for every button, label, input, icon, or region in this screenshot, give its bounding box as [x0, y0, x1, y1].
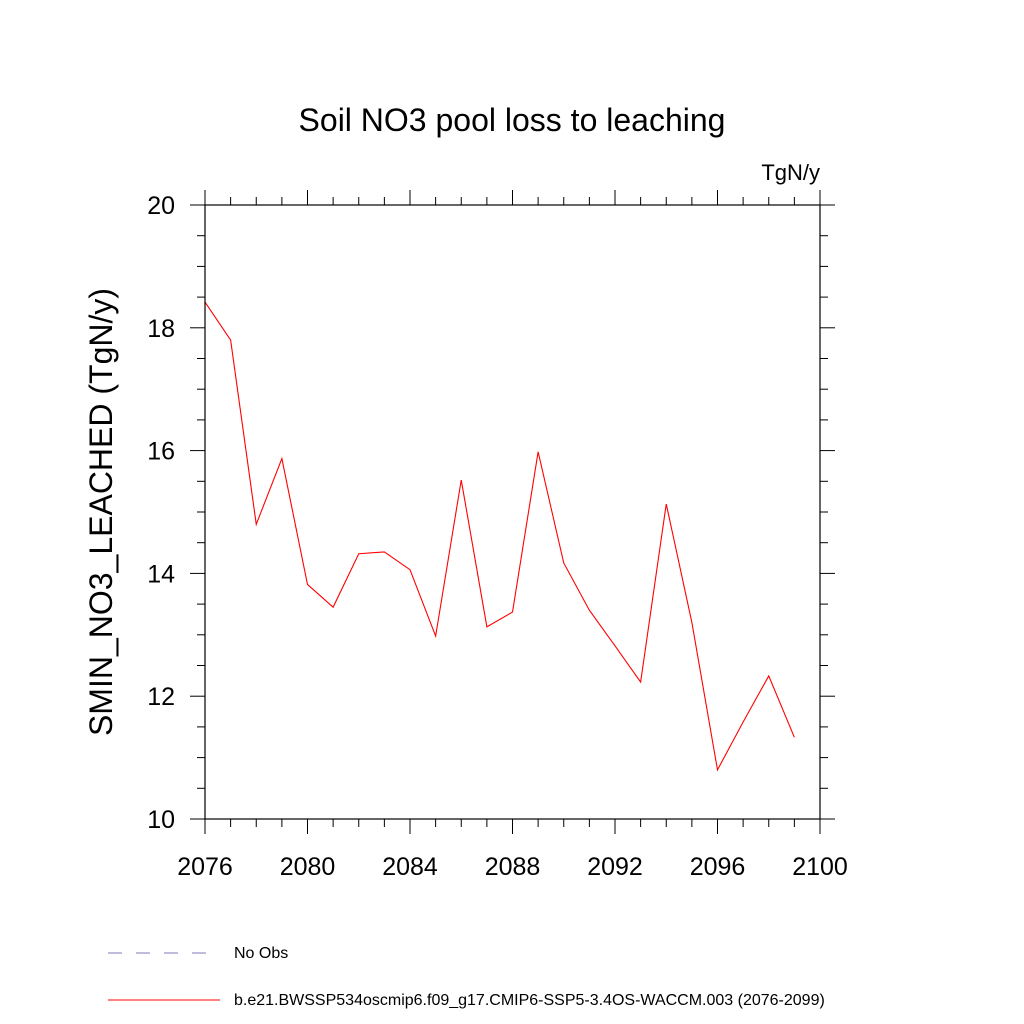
y-tick-label: 12: [147, 683, 175, 711]
x-tick-label: 2088: [485, 853, 541, 881]
y-axis-tick-labels: 10 12 14 16 18 20: [147, 192, 175, 834]
y-tick-label: 20: [147, 192, 175, 220]
data-series: [204, 301, 795, 772]
y-tick-label: 14: [147, 560, 175, 588]
plot-frame: [204, 204, 821, 820]
x-tick-label: 2096: [690, 853, 746, 881]
x-tick-label: 2100: [792, 853, 848, 881]
legend-label-model-run: b.e21.BWSSP534oscmip6.f09_g17.CMIP6-SSP5…: [234, 992, 825, 1009]
series-line-0: [204, 301, 795, 772]
x-tick-label: 2092: [587, 853, 643, 881]
x-tick-label: 2076: [177, 853, 233, 881]
legend: No Obs b.e21.BWSSP534oscmip6.f09_g17.CMI…: [108, 945, 825, 1009]
y-tick-label: 18: [147, 315, 175, 343]
y-tick-label: 16: [147, 438, 175, 466]
axis-ticks: [190, 190, 835, 834]
units-label: TgN/y: [761, 160, 820, 185]
chart-title: Soil NO3 pool loss to leaching: [299, 102, 726, 138]
x-tick-label: 2080: [280, 853, 336, 881]
x-axis-tick-labels: 2076 2080 2084 2088 2092 2096 2100: [177, 853, 848, 881]
x-tick-label: 2084: [382, 853, 438, 881]
legend-label-no-obs: No Obs: [234, 945, 288, 962]
y-axis-label: SMIN_NO3_LEACHED (TgN/y): [83, 288, 119, 736]
y-tick-label: 10: [147, 806, 175, 834]
